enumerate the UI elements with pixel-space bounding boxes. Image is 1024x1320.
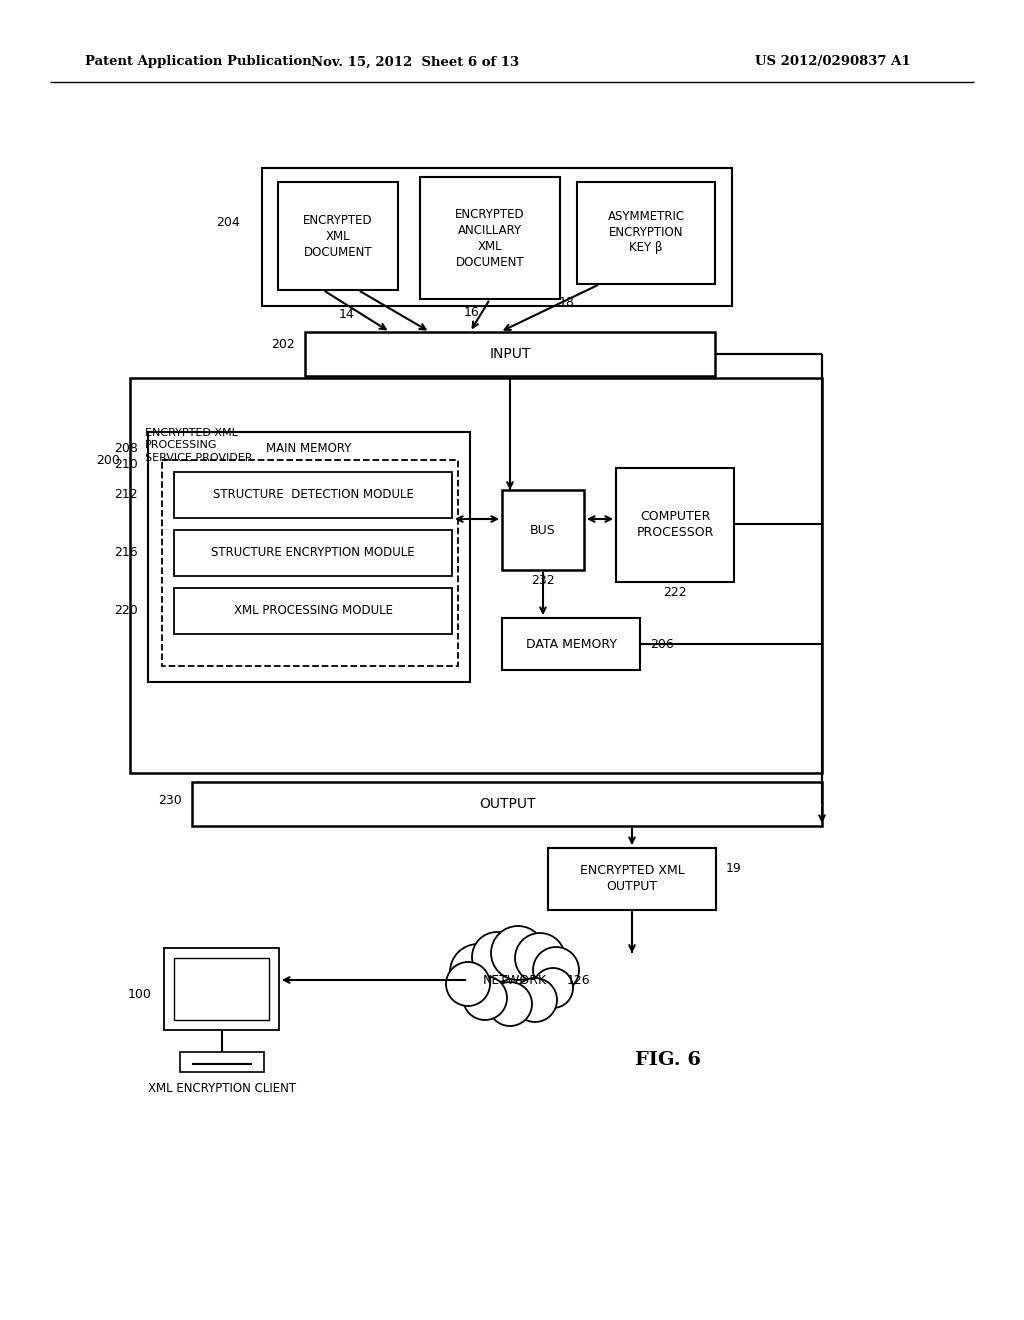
Circle shape [534, 946, 579, 993]
Text: 126: 126 [567, 974, 591, 986]
Text: MAIN MEMORY: MAIN MEMORY [266, 441, 351, 454]
Bar [305, 333, 715, 376]
Circle shape [490, 927, 545, 979]
Bar [174, 473, 452, 517]
Circle shape [450, 944, 506, 1001]
Circle shape [488, 982, 532, 1026]
Text: 232: 232 [531, 573, 555, 586]
Text: Nov. 15, 2012  Sheet 6 of 13: Nov. 15, 2012 Sheet 6 of 13 [311, 55, 519, 69]
Circle shape [463, 975, 507, 1020]
Bar [180, 1052, 264, 1072]
Text: XML ENCRYPTION CLIENT: XML ENCRYPTION CLIENT [147, 1082, 296, 1096]
Text: Patent Application Publication: Patent Application Publication [85, 55, 311, 69]
Text: XML PROCESSING MODULE: XML PROCESSING MODULE [233, 605, 392, 618]
Text: NETWORK: NETWORK [483, 974, 547, 986]
Bar [174, 587, 452, 634]
Bar [164, 948, 279, 1030]
Text: 14: 14 [339, 309, 355, 322]
Text: ENCRYPTED
ANCILLARY
XML
DOCUMENT: ENCRYPTED ANCILLARY XML DOCUMENT [456, 207, 525, 268]
Text: 204: 204 [216, 215, 240, 228]
Bar [193, 781, 822, 826]
Text: 202: 202 [271, 338, 295, 351]
Text: BUS: BUS [530, 524, 556, 536]
Text: ENCRYPTED
XML
DOCUMENT: ENCRYPTED XML DOCUMENT [303, 214, 373, 259]
Text: FIG. 6: FIG. 6 [635, 1051, 701, 1069]
Bar [130, 378, 822, 774]
Bar [162, 459, 458, 667]
Text: 19: 19 [726, 862, 741, 874]
Bar [616, 469, 734, 582]
Circle shape [534, 968, 573, 1008]
Text: 200: 200 [96, 454, 120, 466]
Bar [577, 182, 715, 284]
Text: ASYMMETRIC
ENCRYPTION
KEY β: ASYMMETRIC ENCRYPTION KEY β [607, 210, 685, 255]
Text: US 2012/0290837 A1: US 2012/0290837 A1 [755, 55, 910, 69]
Text: STRUCTURE  DETECTION MODULE: STRUCTURE DETECTION MODULE [213, 488, 414, 502]
Circle shape [513, 978, 557, 1022]
Bar [262, 168, 732, 306]
Text: STRUCTURE ENCRYPTION MODULE: STRUCTURE ENCRYPTION MODULE [211, 546, 415, 560]
Text: 206: 206 [650, 638, 674, 651]
Text: COMPUTER
PROCESSOR: COMPUTER PROCESSOR [636, 510, 714, 539]
Bar [174, 958, 269, 1020]
Text: 18: 18 [559, 296, 574, 309]
Circle shape [446, 962, 490, 1006]
Text: 100: 100 [128, 989, 152, 1002]
Text: 230: 230 [159, 793, 182, 807]
Text: ENCRYPTED XML
OUTPUT: ENCRYPTED XML OUTPUT [580, 865, 684, 894]
Circle shape [515, 933, 565, 983]
Text: 216: 216 [115, 546, 138, 560]
Text: INPUT: INPUT [489, 347, 530, 360]
Text: 16: 16 [464, 305, 480, 318]
Bar [548, 847, 716, 909]
Bar [148, 432, 470, 682]
Bar [278, 182, 398, 290]
Bar [502, 490, 584, 570]
Bar [174, 531, 452, 576]
Text: ENCRYPTED XML
PROCESSING
SERVICE PROVIDER: ENCRYPTED XML PROCESSING SERVICE PROVIDE… [145, 428, 253, 463]
Text: 220: 220 [115, 605, 138, 618]
Bar [420, 177, 560, 300]
Text: 222: 222 [664, 586, 687, 598]
Bar [502, 618, 640, 671]
Text: OUTPUT: OUTPUT [479, 797, 536, 810]
Circle shape [472, 932, 522, 982]
Text: 210: 210 [115, 458, 138, 471]
Text: 212: 212 [115, 488, 138, 502]
Text: DATA MEMORY: DATA MEMORY [525, 638, 616, 651]
Text: 208: 208 [114, 441, 138, 454]
